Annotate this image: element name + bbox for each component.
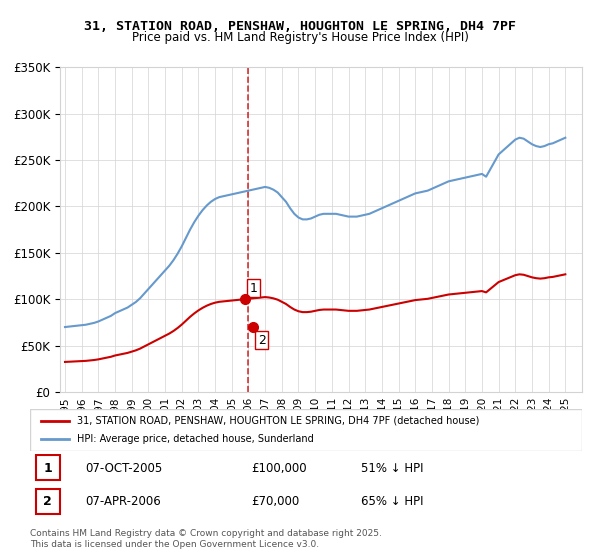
Text: 2: 2	[258, 334, 266, 347]
Text: 31, STATION ROAD, PENSHAW, HOUGHTON LE SPRING, DH4 7PF: 31, STATION ROAD, PENSHAW, HOUGHTON LE S…	[84, 20, 516, 32]
FancyBboxPatch shape	[35, 455, 61, 480]
Text: HPI: Average price, detached house, Sunderland: HPI: Average price, detached house, Sund…	[77, 434, 314, 444]
Text: Contains HM Land Registry data © Crown copyright and database right 2025.
This d: Contains HM Land Registry data © Crown c…	[30, 529, 382, 549]
Text: 51% ↓ HPI: 51% ↓ HPI	[361, 462, 424, 475]
Text: 2: 2	[43, 496, 52, 508]
Text: 65% ↓ HPI: 65% ↓ HPI	[361, 496, 424, 508]
Text: 1: 1	[43, 462, 52, 475]
Text: £100,000: £100,000	[251, 462, 307, 475]
Text: 07-OCT-2005: 07-OCT-2005	[85, 462, 163, 475]
FancyBboxPatch shape	[35, 488, 61, 514]
Text: 31, STATION ROAD, PENSHAW, HOUGHTON LE SPRING, DH4 7PF (detached house): 31, STATION ROAD, PENSHAW, HOUGHTON LE S…	[77, 416, 479, 426]
Text: £70,000: £70,000	[251, 496, 299, 508]
Text: 07-APR-2006: 07-APR-2006	[85, 496, 161, 508]
Text: 1: 1	[250, 282, 257, 295]
FancyBboxPatch shape	[30, 409, 582, 451]
Text: Price paid vs. HM Land Registry's House Price Index (HPI): Price paid vs. HM Land Registry's House …	[131, 31, 469, 44]
